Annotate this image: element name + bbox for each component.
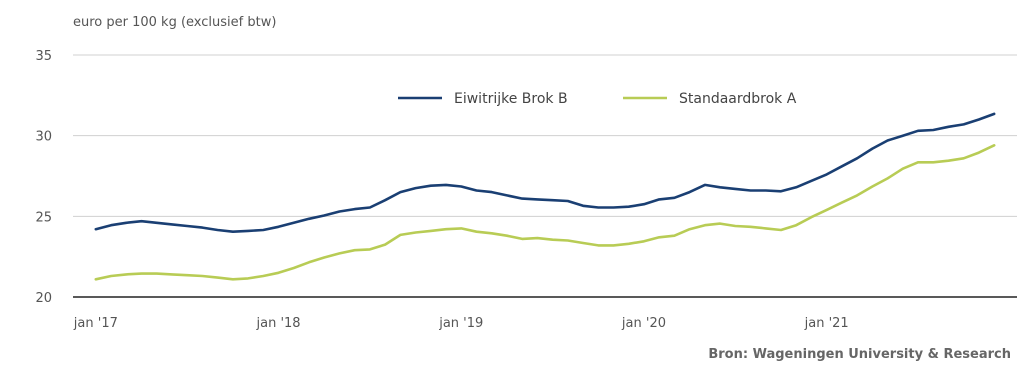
y-tick-label: 20 xyxy=(35,291,52,306)
y-tick-label: 30 xyxy=(35,130,52,145)
legend-label: Eiwitrijke Brok B xyxy=(454,91,568,107)
y-tick-labels: 20 25 30 35 xyxy=(35,49,52,306)
source-note: Bron: Wageningen University & Research xyxy=(708,347,1011,362)
x-tick-label: jan '17 xyxy=(73,316,118,331)
x-tick-label: jan '19 xyxy=(438,316,483,331)
series-line-1 xyxy=(94,112,996,233)
x-tick-label: jan '21 xyxy=(804,316,849,331)
series-lines xyxy=(94,112,996,281)
legend: Eiwitrijke Brok B Standaardbrok A xyxy=(398,91,797,107)
chart: euro per 100 kg (exclusief btw) 20 25 30 35… xyxy=(35,15,1017,331)
x-tick-label: jan '18 xyxy=(256,316,301,331)
y-tick-label: 35 xyxy=(35,49,52,64)
y-tick-label: 25 xyxy=(35,210,52,225)
legend-label: Standaardbrok A xyxy=(679,91,797,107)
x-tick-labels: jan '17 jan '18 jan '19 jan '20 jan '21 xyxy=(73,316,849,331)
gridlines xyxy=(73,54,1017,298)
x-tick-label: jan '20 xyxy=(621,316,666,331)
y-axis-label: euro per 100 kg (exclusief btw) xyxy=(73,15,276,30)
series-line-2 xyxy=(94,144,996,281)
